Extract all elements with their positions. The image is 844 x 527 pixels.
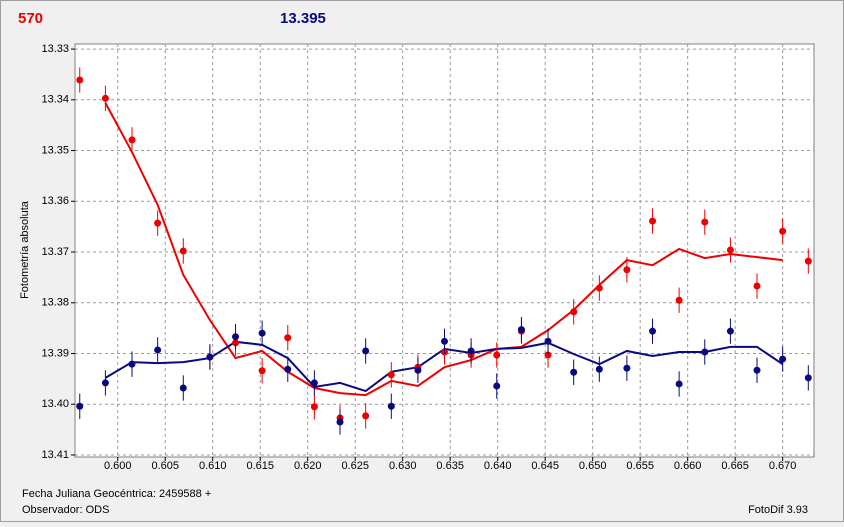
data-point xyxy=(76,76,84,84)
fit-line xyxy=(104,102,783,397)
data-point xyxy=(753,366,761,374)
data-point xyxy=(336,418,344,426)
data-point xyxy=(544,351,552,359)
y-tick-label: 13.35 xyxy=(41,144,69,156)
x-tick-label: 0.610 xyxy=(199,460,227,472)
data-point xyxy=(154,346,162,354)
data-point xyxy=(362,347,370,355)
data-point xyxy=(310,403,318,411)
header-right: 13.395 xyxy=(280,10,326,27)
data-point xyxy=(154,219,162,227)
data-point xyxy=(76,402,84,410)
data-point xyxy=(701,218,709,226)
data-point xyxy=(179,384,187,392)
data-point xyxy=(544,337,552,345)
header-left: 570 xyxy=(18,10,43,27)
data-point xyxy=(493,351,501,359)
software: FotoDif 3.93 xyxy=(748,504,808,516)
data-point xyxy=(595,284,603,292)
data-point xyxy=(649,217,657,225)
data-point xyxy=(284,334,292,342)
y-tick-label: 13.39 xyxy=(41,347,69,359)
data-point xyxy=(441,337,448,345)
data-point xyxy=(804,374,812,382)
x-tick-label: 0.630 xyxy=(389,460,417,472)
plot-area xyxy=(74,43,815,458)
y-tick-label: 13.41 xyxy=(41,449,69,461)
data-point xyxy=(570,308,578,316)
data-point xyxy=(595,365,603,373)
data-point xyxy=(804,257,812,265)
data-point xyxy=(779,227,787,235)
data-point xyxy=(387,402,395,410)
data-point xyxy=(387,371,395,379)
x-tick-label: 0.670 xyxy=(769,460,797,472)
data-point xyxy=(623,266,631,274)
x-axis-label: Fecha Juliana Geocéntrica: 2459588 + xyxy=(22,488,211,500)
data-point xyxy=(101,94,109,102)
data-point xyxy=(310,379,318,387)
y-tick-label: 13.38 xyxy=(41,297,69,309)
y-tick-label: 13.37 xyxy=(41,246,69,258)
data-point xyxy=(726,246,734,254)
observer: Observador: ODS xyxy=(22,504,109,516)
data-point xyxy=(493,382,501,390)
data-point xyxy=(675,296,683,304)
data-point xyxy=(623,364,631,372)
data-point xyxy=(362,412,370,420)
y-tick-label: 13.34 xyxy=(41,94,69,106)
data-point xyxy=(779,355,787,363)
data-point xyxy=(649,327,657,335)
data-point xyxy=(570,368,578,376)
x-tick-label: 0.635 xyxy=(436,460,464,472)
x-tick-label: 0.620 xyxy=(294,460,322,472)
data-point xyxy=(128,136,136,144)
data-point xyxy=(701,348,709,356)
data-point xyxy=(517,326,525,334)
data-point xyxy=(128,360,136,368)
y-axis-label: Fotometría absoluta xyxy=(19,200,31,299)
x-tick-label: 0.605 xyxy=(151,460,179,472)
data-point xyxy=(206,353,214,361)
data-point xyxy=(726,327,734,335)
data-point xyxy=(179,247,187,255)
data-point xyxy=(675,380,683,388)
data-point xyxy=(232,333,240,341)
x-tick-label: 0.600 xyxy=(104,460,132,472)
data-point xyxy=(258,367,266,375)
data-point xyxy=(101,379,109,387)
x-tick-label: 0.625 xyxy=(341,460,369,472)
data-point xyxy=(284,365,292,373)
x-tick-label: 0.655 xyxy=(626,460,654,472)
x-tick-label: 0.615 xyxy=(246,460,274,472)
y-tick-label: 13.36 xyxy=(41,195,69,207)
x-tick-label: 0.640 xyxy=(484,460,512,472)
data-point xyxy=(753,282,761,290)
y-tick-label: 13.40 xyxy=(41,398,69,410)
x-tick-label: 0.645 xyxy=(531,460,559,472)
y-tick-label: 13.33 xyxy=(41,43,69,55)
data-point xyxy=(467,347,475,355)
x-tick-label: 0.665 xyxy=(721,460,749,472)
data-point xyxy=(414,366,422,374)
x-tick-label: 0.650 xyxy=(579,460,607,472)
x-tick-label: 0.660 xyxy=(674,460,702,472)
data-point xyxy=(258,329,266,337)
